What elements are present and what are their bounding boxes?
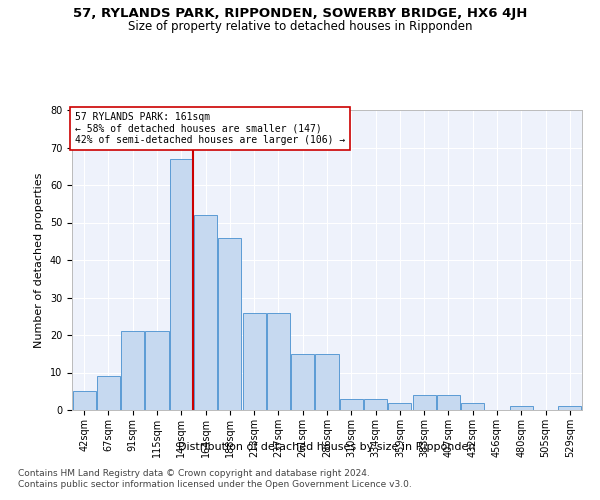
Bar — [388, 402, 412, 410]
Bar — [559, 406, 581, 410]
Bar — [242, 312, 266, 410]
Bar — [97, 376, 120, 410]
Bar — [218, 238, 241, 410]
Bar — [267, 312, 290, 410]
Bar — [194, 215, 217, 410]
Bar — [145, 331, 169, 410]
Bar — [340, 399, 363, 410]
Bar — [461, 402, 484, 410]
Bar — [121, 331, 144, 410]
Bar — [510, 406, 533, 410]
Text: Size of property relative to detached houses in Ripponden: Size of property relative to detached ho… — [128, 20, 472, 33]
Text: Contains public sector information licensed under the Open Government Licence v3: Contains public sector information licen… — [18, 480, 412, 489]
Text: 57, RYLANDS PARK, RIPPONDEN, SOWERBY BRIDGE, HX6 4JH: 57, RYLANDS PARK, RIPPONDEN, SOWERBY BRI… — [73, 8, 527, 20]
Bar — [437, 395, 460, 410]
Bar — [73, 391, 95, 410]
Text: Contains HM Land Registry data © Crown copyright and database right 2024.: Contains HM Land Registry data © Crown c… — [18, 468, 370, 477]
Bar — [316, 354, 338, 410]
Text: Distribution of detached houses by size in Ripponden: Distribution of detached houses by size … — [178, 442, 476, 452]
Bar — [170, 159, 193, 410]
Bar — [364, 399, 387, 410]
Bar — [413, 395, 436, 410]
Bar — [291, 354, 314, 410]
Y-axis label: Number of detached properties: Number of detached properties — [34, 172, 44, 348]
Text: 57 RYLANDS PARK: 161sqm
← 58% of detached houses are smaller (147)
42% of semi-d: 57 RYLANDS PARK: 161sqm ← 58% of detache… — [74, 112, 345, 144]
